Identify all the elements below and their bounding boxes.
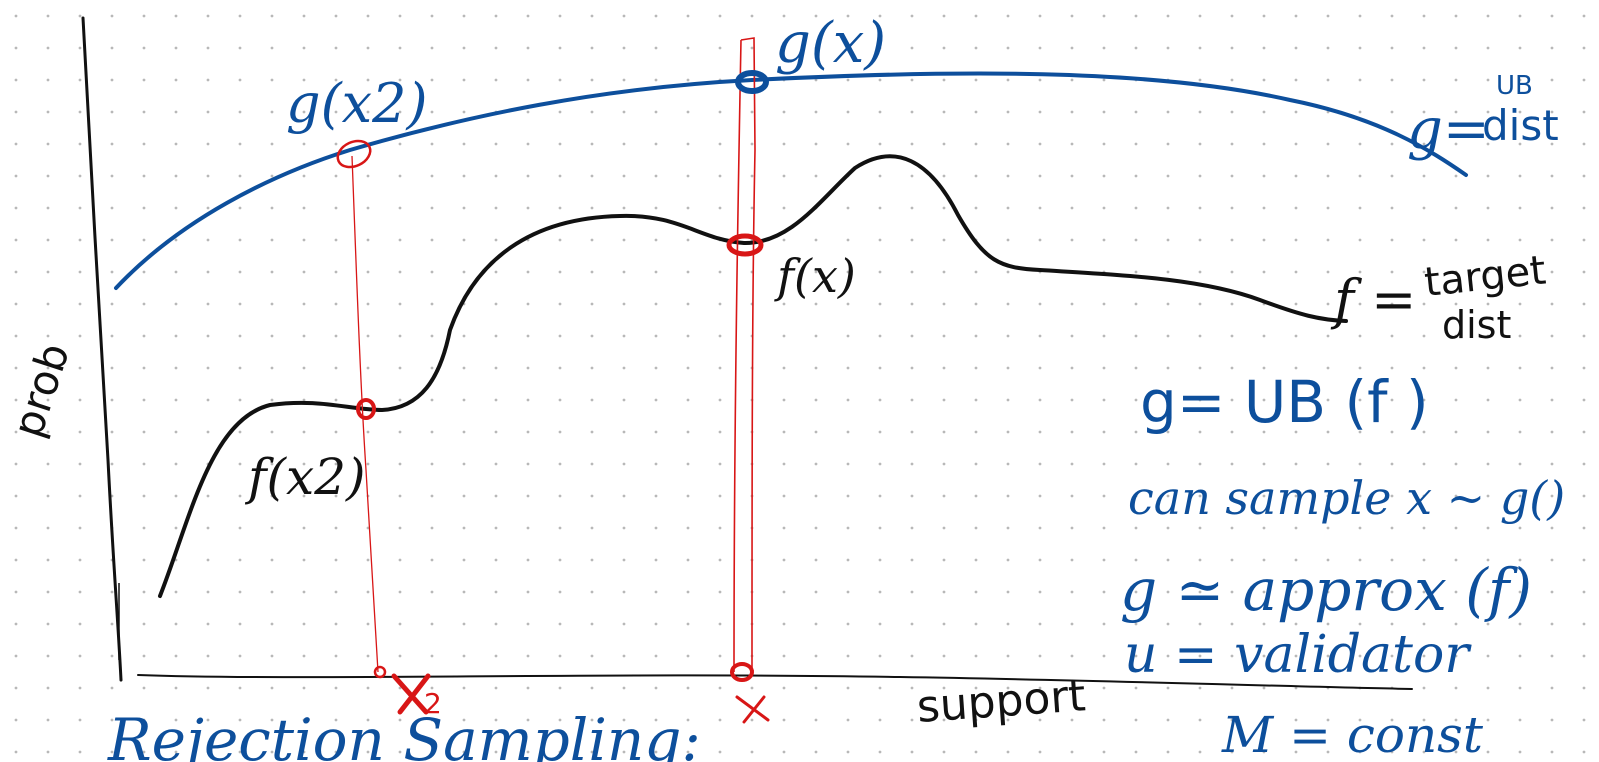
g-x2-point [336,139,372,169]
g-x-label: g(x) [775,11,886,76]
f-x-label: f(x) [774,249,856,303]
x2-sample-line [351,155,379,673]
f-legend-bottom: dist [1442,303,1511,347]
note-line-3: g ≃ approx (f) [1120,556,1532,624]
f-x2-label: f(x2) [244,448,366,506]
x-sample-column [733,37,756,673]
x2-subscript: 2 [424,687,442,720]
x-axis-label: support [915,670,1087,733]
g-curve [114,71,1468,290]
f-x-point [726,233,764,257]
g-legend-prefix: g= [1407,97,1490,162]
note-line-2: can sample x ~ g() [1128,471,1565,525]
note-line-5: M = const [1221,706,1484,762]
x2-axis-point [373,665,387,679]
f-legend-prefix: f = [1330,268,1416,331]
note-line-4: u = validator [1124,625,1472,685]
x-sample-mark [735,695,770,724]
f-x2-point [356,398,376,420]
x-axis-line [137,674,1413,690]
y-axis-line [81,16,123,682]
note-line-1: g= UB (f ) [1140,368,1429,436]
g-legend-top: UB [1496,71,1533,101]
g-x2-label: g(x2) [286,72,428,135]
g-legend-bottom: dist [1482,101,1559,150]
footer-title: Rejection Sampling: [107,706,701,762]
g-x-point [735,70,769,94]
x2-reject-mark [391,673,431,715]
x-axis-point [730,662,754,682]
